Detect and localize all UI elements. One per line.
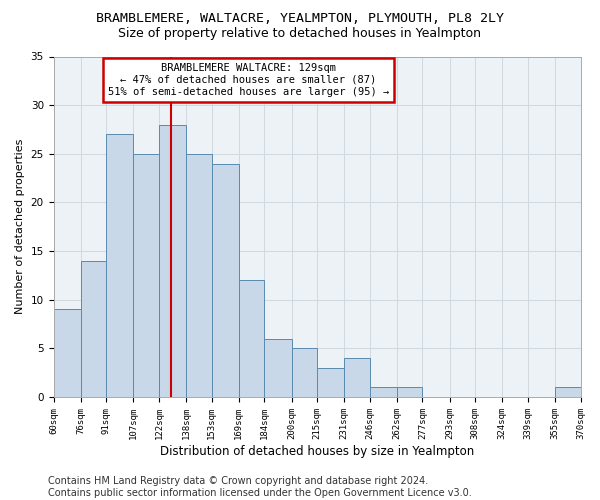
Text: BRAMBLEMERE WALTACRE: 129sqm
← 47% of detached houses are smaller (87)
51% of se: BRAMBLEMERE WALTACRE: 129sqm ← 47% of de… [108, 64, 389, 96]
Bar [397, 387, 422, 397]
X-axis label: Distribution of detached houses by size in Yealmpton: Distribution of detached houses by size … [160, 444, 474, 458]
Bar [186, 154, 212, 397]
Bar [317, 368, 344, 397]
Text: Contains HM Land Registry data © Crown copyright and database right 2024.
Contai: Contains HM Land Registry data © Crown c… [48, 476, 472, 498]
Bar [555, 387, 581, 397]
Bar [53, 310, 81, 397]
Bar [106, 134, 133, 397]
Bar [133, 154, 159, 397]
Bar [212, 164, 239, 397]
Y-axis label: Number of detached properties: Number of detached properties [15, 139, 25, 314]
Text: Size of property relative to detached houses in Yealmpton: Size of property relative to detached ho… [119, 28, 482, 40]
Bar [265, 338, 292, 397]
Bar [81, 261, 106, 397]
Bar [370, 387, 397, 397]
Bar [239, 280, 265, 397]
Text: BRAMBLEMERE, WALTACRE, YEALMPTON, PLYMOUTH, PL8 2LY: BRAMBLEMERE, WALTACRE, YEALMPTON, PLYMOU… [96, 12, 504, 26]
Bar [159, 124, 186, 397]
Bar [344, 358, 370, 397]
Bar [292, 348, 317, 397]
